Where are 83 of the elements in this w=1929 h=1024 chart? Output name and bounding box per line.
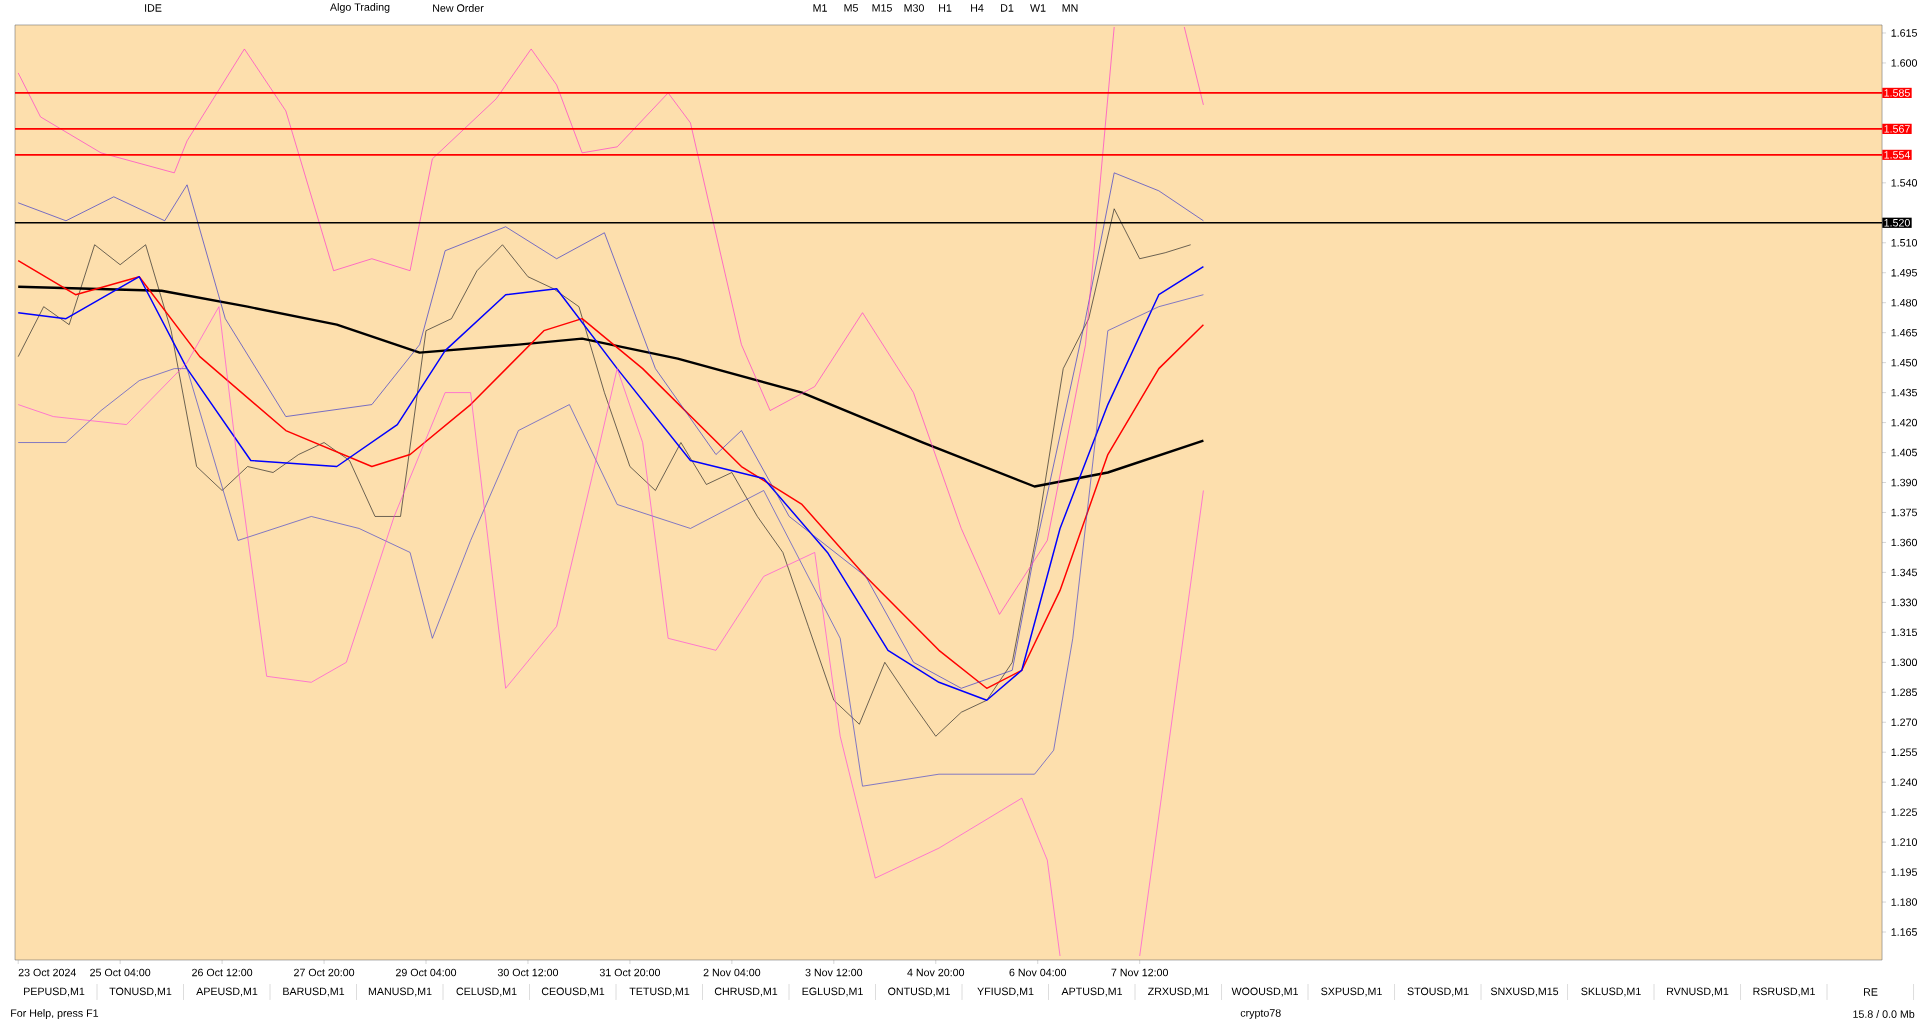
y-tick-label: 1.465 <box>1891 328 1917 337</box>
y-tick-label: 1.495 <box>1891 268 1917 277</box>
text: CEOUSD,M1 <box>541 987 605 997</box>
x-tick-label: 23 Oct 2024 <box>18 968 76 977</box>
x-tick-label: 25 Oct 04:00 <box>90 968 151 977</box>
x-tick-label: 4 Nov 20:00 <box>907 968 965 977</box>
text: SNXUSD,M15 <box>1490 987 1559 997</box>
text: SKLUSD,M1 <box>1581 987 1641 997</box>
y-tick-label: 1.315 <box>1891 628 1917 637</box>
text: YFIUSD,M1 <box>977 987 1034 997</box>
text: ONTUSD,M1 <box>888 987 950 997</box>
x-tick-label: 26 Oct 12:00 <box>192 968 253 977</box>
y-tick-label: 1.345 <box>1891 568 1917 577</box>
y-tick-label: 1.210 <box>1891 838 1918 846</box>
text: For Help, press F1 <box>11 1009 99 1019</box>
text: crypto78 <box>1240 1009 1281 1019</box>
y-tick-label: 1.540 <box>1891 179 1918 187</box>
line-series <box>17 208 1192 737</box>
text: RVNUSD,M1 <box>1667 987 1729 997</box>
text: TETUSD,M1 <box>629 987 690 997</box>
y-tick-label: 1.285 <box>1891 688 1917 697</box>
text: ZRXUSD,M1 <box>1148 987 1209 997</box>
y-tick-label: 1.300 <box>1891 658 1918 667</box>
text: RSRUSD,M1 <box>1753 987 1815 997</box>
text: APTUSD,M1 <box>1061 987 1123 997</box>
text: PEPUSD,M1 <box>24 987 85 997</box>
x-tick-label: 29 Oct 04:00 <box>396 968 457 977</box>
y-tick-label: 1.270 <box>1891 718 1918 727</box>
y-tick-label: 1.510 <box>1891 238 1918 247</box>
x-tick-label: 6 Nov 04:00 <box>1009 968 1067 977</box>
y-tick-label: 1.195 <box>1891 868 1917 876</box>
ref-line-label: 1.520 <box>1884 219 1910 227</box>
text: M5 <box>844 4 858 12</box>
y-tick-label: 1.390 <box>1891 478 1918 487</box>
x-tick-label: 30 Oct 12:00 <box>497 968 559 977</box>
text: STOUSD,M1 <box>1407 987 1469 997</box>
y-tick-label: 1.600 <box>1891 59 1918 67</box>
text: IDE <box>145 4 162 12</box>
text: M30 <box>904 4 924 12</box>
y-tick-label: 1.375 <box>1891 508 1917 517</box>
y-tick-label: 1.480 <box>1891 298 1918 307</box>
text: New Order <box>433 4 484 12</box>
text: CHRUSD,M1 <box>714 987 778 997</box>
text: M1 <box>813 4 827 12</box>
y-tick-label: 1.615 <box>1891 29 1917 37</box>
y-tick-label: 1.450 <box>1891 358 1918 367</box>
x-tick-label: 27 Oct 20:00 <box>294 968 355 977</box>
text: H4 <box>971 4 984 12</box>
y-tick-label: 1.255 <box>1891 748 1917 756</box>
text: D1 <box>1001 4 1014 12</box>
y-tick-label: 1.360 <box>1891 538 1918 547</box>
y-tick-label: 1.225 <box>1891 808 1917 816</box>
text: TONUSD,M1 <box>109 987 172 997</box>
text: RE <box>1864 988 1878 996</box>
text: W1 <box>1030 4 1046 12</box>
y-tick-label: 1.240 <box>1891 778 1918 786</box>
text: 15.8 / 0.0 Mb <box>1853 1010 1915 1018</box>
x-tick-label: 2 Nov 04:00 <box>703 968 761 977</box>
text: SXPUSD,M1 <box>1321 987 1382 997</box>
text: APEUSD,M1 <box>196 987 258 997</box>
ref-line-label: 1.567 <box>1884 125 1910 133</box>
line-series <box>17 172 1204 689</box>
y-tick-label: 1.405 <box>1891 448 1917 457</box>
text: MANUSD,M1 <box>368 987 432 997</box>
ref-line-label: 1.554 <box>1884 151 1911 159</box>
y-tick-label: 1.330 <box>1891 598 1918 607</box>
line-series <box>16 285 1205 488</box>
text: BARUSD,M1 <box>283 987 345 997</box>
text: Algo Trading <box>329 3 390 13</box>
text: CELUSD,M1 <box>456 987 517 997</box>
y-tick-label: 1.435 <box>1891 388 1917 397</box>
text: M15 <box>872 4 892 12</box>
text: H1 <box>939 4 952 12</box>
text: MN <box>1062 4 1078 12</box>
y-tick-label: 1.420 <box>1891 418 1918 427</box>
x-tick-label: 7 Nov 12:00 <box>1111 968 1169 977</box>
ref-line-label: 1.585 <box>1884 89 1910 97</box>
text: EGLUSD,M1 <box>802 987 863 997</box>
y-tick-label: 1.165 <box>1891 928 1917 936</box>
x-tick-label: 31 Oct 20:00 <box>599 968 661 977</box>
text: WOOUSD,M1 <box>1231 987 1298 997</box>
x-tick-label: 3 Nov 12:00 <box>805 968 863 977</box>
y-tick-label: 1.180 <box>1891 898 1918 906</box>
